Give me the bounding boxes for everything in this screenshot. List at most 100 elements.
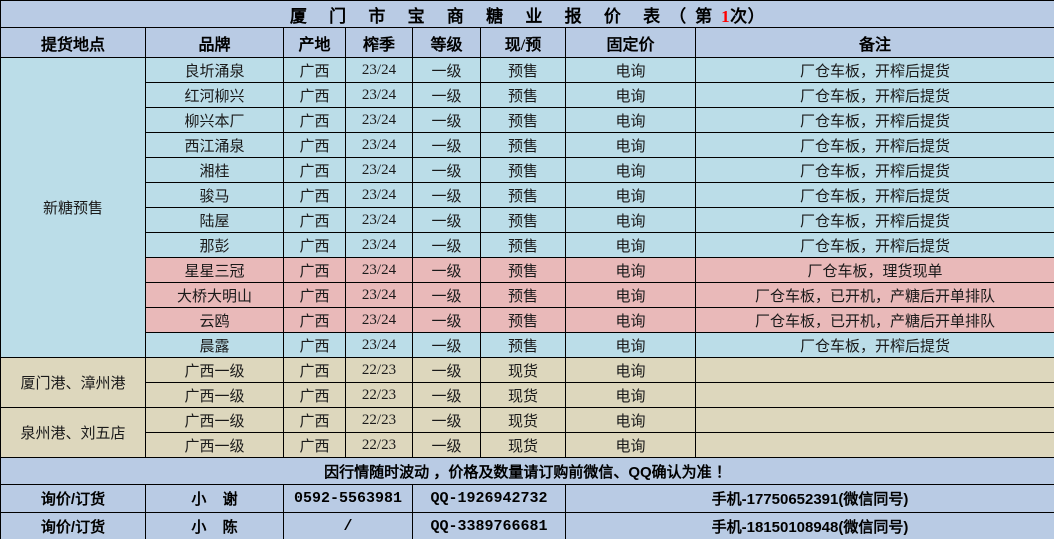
grade-cell: 一级	[412, 132, 481, 158]
column-header-fixed-price: 固定价	[565, 27, 696, 58]
type-cell: 现货	[480, 407, 566, 433]
contact-mobile: 手机-18150108948(微信同号)	[565, 512, 1054, 539]
season-cell: 22/23	[345, 432, 413, 458]
season-cell: 23/24	[345, 282, 413, 308]
origin-cell: 广西	[283, 157, 346, 183]
origin-cell: 广西	[283, 257, 346, 283]
brand-cell: 大桥大明山	[145, 282, 284, 308]
grade-cell: 一级	[412, 257, 481, 283]
pickup-location-cell: 泉州港、刘五店	[0, 407, 146, 458]
remark-cell: 厂仓车板，开榨后提货	[695, 157, 1054, 183]
column-header-spot-or-presale: 现/预	[480, 27, 566, 58]
grade-cell: 一级	[412, 82, 481, 108]
brand-cell: 广西一级	[145, 382, 284, 408]
season-cell: 23/24	[345, 307, 413, 333]
price-cell: 电询	[565, 307, 696, 333]
brand-cell: 那彭	[145, 232, 284, 258]
brand-cell: 西江涌泉	[145, 132, 284, 158]
table-row: 那彭 广西 23/24 一级 预售 电询 厂仓车板，开榨后提货	[1, 232, 1054, 258]
remark-cell: 厂仓车板，已开机，产糖后开单排队	[695, 307, 1054, 333]
contact-row: 询价/订货小 陈 / QQ-3389766681 手机-18150108948(微信同…	[0, 512, 1054, 539]
brand-cell: 晨露	[145, 332, 284, 358]
season-cell: 23/24	[345, 207, 413, 233]
price-cell: 电询	[565, 282, 696, 308]
remark-cell: 厂仓车板，开榨后提货	[695, 182, 1054, 208]
price-cell: 电询	[565, 182, 696, 208]
origin-cell: 广西	[283, 232, 346, 258]
brand-cell: 良圻涌泉	[145, 57, 284, 83]
type-cell: 预售	[480, 332, 566, 358]
price-cell: 电询	[565, 382, 696, 408]
price-cell: 电询	[565, 332, 696, 358]
grade-cell: 一级	[412, 357, 481, 383]
grade-cell: 一级	[412, 157, 481, 183]
type-cell: 预售	[480, 182, 566, 208]
notice-row: 因行情随时波动 ，价格及数量请订购前微信、QQ确认为准 ！	[0, 457, 1054, 485]
price-cell: 电询	[565, 432, 696, 458]
table-row: 晨露 广西 23/24 一级 预售 电询 厂仓车板，开榨后提货	[1, 332, 1054, 358]
remark-cell: 厂仓车板，开榨后提货	[695, 82, 1054, 108]
price-cell: 电询	[565, 207, 696, 233]
brand-cell: 湘桂	[145, 157, 284, 183]
brand-cell: 云鸥	[145, 307, 284, 333]
season-cell: 23/24	[345, 157, 413, 183]
origin-cell: 广西	[283, 307, 346, 333]
contact-name: 小 谢	[145, 484, 284, 513]
title-number: 1	[721, 6, 731, 26]
remark-cell: 厂仓车板，开榨后提货	[695, 232, 1054, 258]
brand-cell: 陆屋	[145, 207, 284, 233]
season-cell: 23/24	[345, 257, 413, 283]
grade-cell: 一级	[412, 332, 481, 358]
table-row: 柳兴本厂 广西 23/24 一级 预售 电询 厂仓车板，开榨后提货	[1, 107, 1054, 133]
remark-cell	[695, 382, 1054, 408]
column-header-origin: 产地	[283, 27, 346, 58]
column-header-remarks: 备注	[695, 27, 1054, 58]
remark-cell	[695, 432, 1054, 458]
brand-cell: 红河柳兴	[145, 82, 284, 108]
price-cell: 电询	[565, 82, 696, 108]
season-cell: 23/24	[345, 232, 413, 258]
remark-cell: 厂仓车板，开榨后提货	[695, 207, 1054, 233]
table-row: 红河柳兴 广西 23/24 一级 预售 电询 厂仓车板，开榨后提货	[1, 82, 1054, 108]
contact-qq: QQ-3389766681	[412, 512, 566, 539]
season-cell: 23/24	[345, 82, 413, 108]
title-prefix: 厦 门 市 宝 商 糖 业 报 价 表（第	[289, 6, 722, 26]
remark-cell: 厂仓车板，开榨后提货	[695, 57, 1054, 83]
grade-cell: 一级	[412, 57, 481, 83]
type-cell: 预售	[480, 257, 566, 283]
contact-name: 小 陈	[145, 512, 284, 539]
pickup-location-cell: 厦门港、漳州港	[0, 357, 146, 408]
season-cell: 23/24	[345, 182, 413, 208]
brand-cell: 星星三冠	[145, 257, 284, 283]
column-header-brand: 品牌	[145, 27, 284, 58]
origin-cell: 广西	[283, 382, 346, 408]
title-suffix: 次）	[730, 6, 766, 26]
table-row: 西江涌泉 广西 23/24 一级 预售 电询 厂仓车板，开榨后提货	[1, 132, 1054, 158]
remark-cell	[695, 407, 1054, 433]
table-row: 泉州港、刘五店 广西一级 广西 22/23 一级 现货 电询	[0, 407, 1054, 458]
type-cell: 预售	[480, 82, 566, 108]
season-cell: 23/24	[345, 332, 413, 358]
type-cell: 预售	[480, 232, 566, 258]
origin-cell: 广西	[283, 282, 346, 308]
table-row: 星星三冠 广西 23/24 一级 预售 电询 厂仓车板，理货现单	[1, 257, 1054, 283]
grade-cell: 一级	[412, 432, 481, 458]
origin-cell: 广西	[283, 182, 346, 208]
brand-cell: 广西一级	[145, 357, 284, 383]
grade-cell: 一级	[412, 207, 481, 233]
price-cell: 电询	[565, 232, 696, 258]
grade-cell: 一级	[412, 182, 481, 208]
price-cell: 电询	[565, 407, 696, 433]
price-cell: 电询	[565, 357, 696, 383]
remark-cell: 厂仓车板，开榨后提货	[695, 107, 1054, 133]
remark-cell	[695, 357, 1054, 383]
table-row: 广西一级 广西 22/23 一级 现货 电询	[1, 382, 1054, 408]
origin-cell: 广西	[283, 207, 346, 233]
column-header-season: 榨季	[345, 27, 413, 58]
grade-cell: 一级	[412, 382, 481, 408]
origin-cell: 广西	[283, 82, 346, 108]
type-cell: 预售	[480, 282, 566, 308]
remark-cell: 厂仓车板，开榨后提货	[695, 332, 1054, 358]
grade-cell: 一级	[412, 282, 481, 308]
